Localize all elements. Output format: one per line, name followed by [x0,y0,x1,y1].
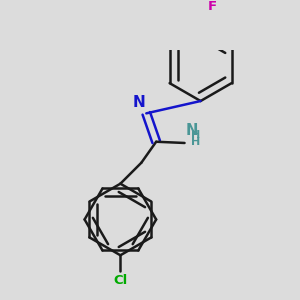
Text: H: H [191,130,200,140]
Text: N: N [133,95,145,110]
Text: Cl: Cl [113,274,128,287]
Text: H: H [191,137,200,147]
Text: F: F [208,0,217,14]
Text: N: N [186,122,198,137]
